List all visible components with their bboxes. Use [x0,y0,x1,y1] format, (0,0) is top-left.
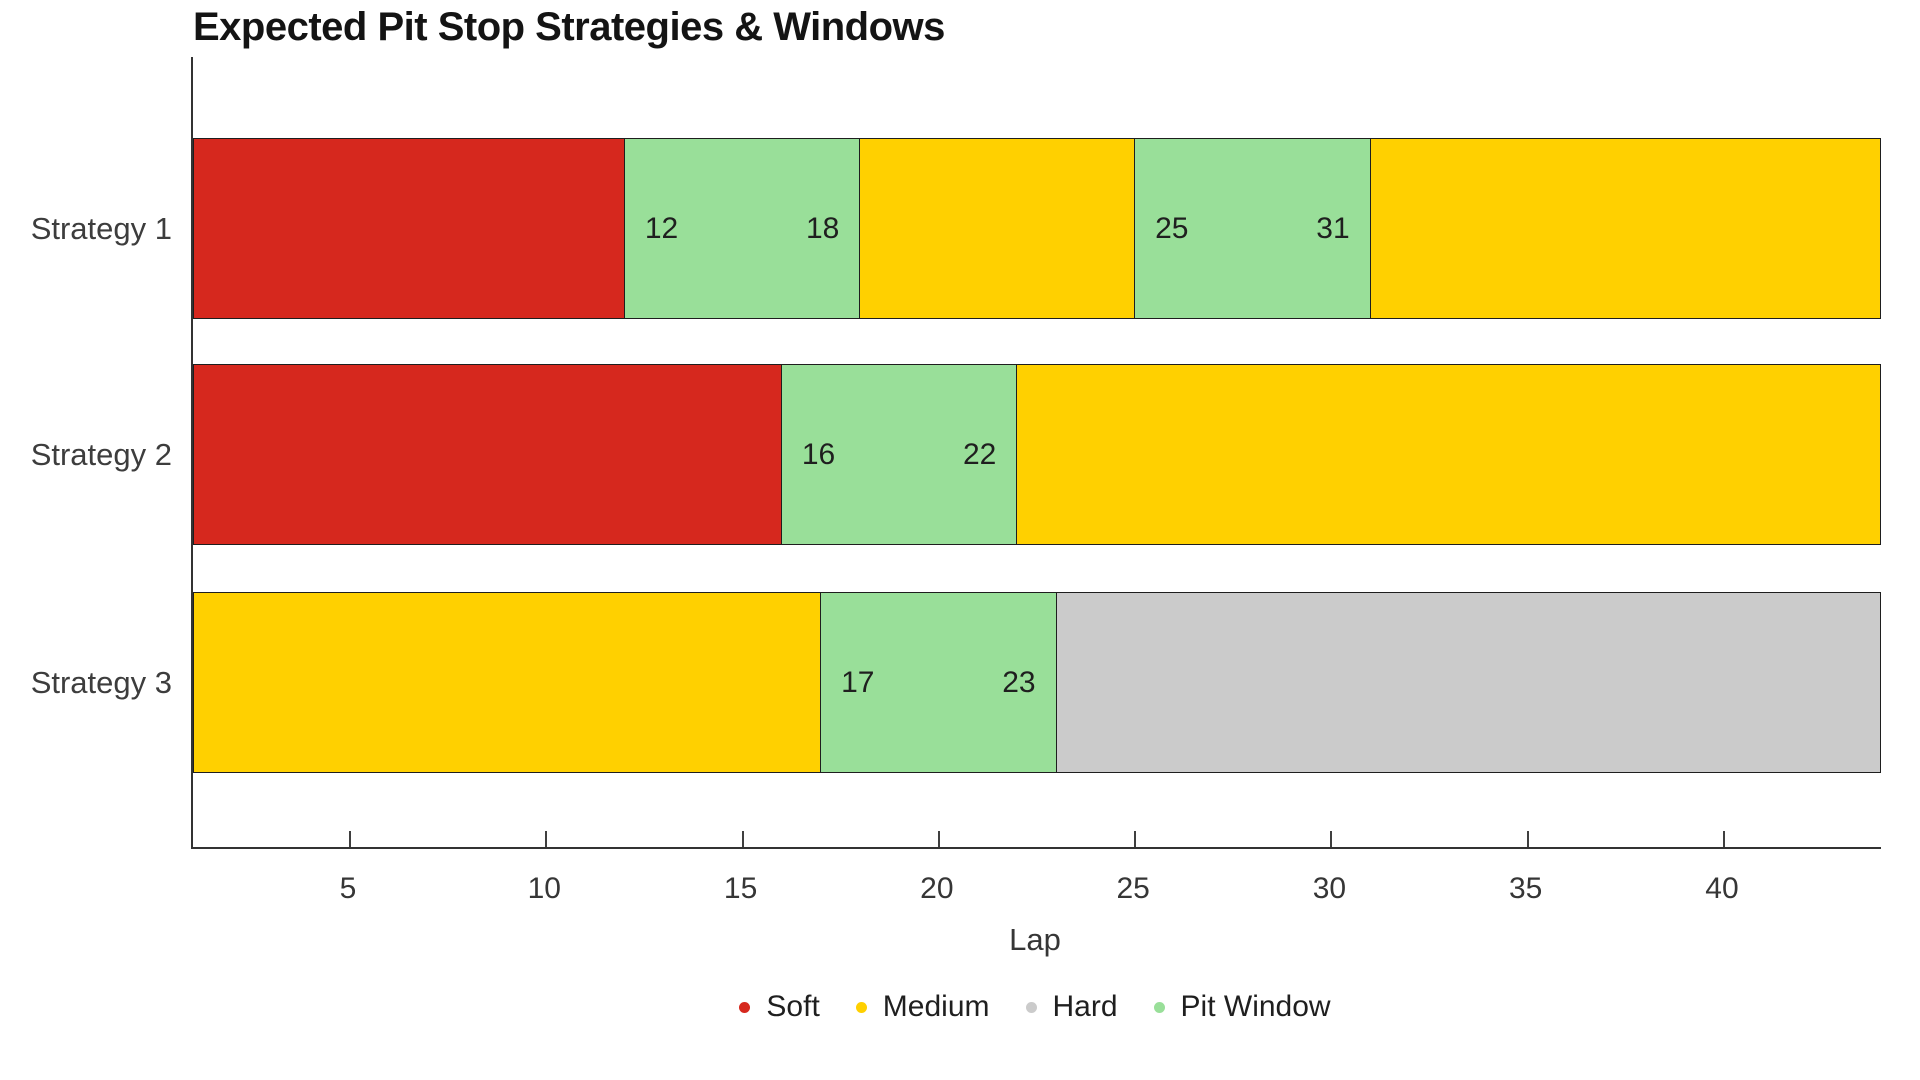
legend-label: Medium [882,990,990,1023]
legend-dot-icon [1025,1001,1037,1013]
category-label-3: Strategy 3 [30,665,172,700]
pit-window-start-label: 16 [801,437,836,471]
x-axis-ticklabels: 5 10 15 20 25 30 35 40 [191,872,1879,912]
segment-soft [193,138,625,319]
legend-item-hard: Hard [1025,990,1118,1024]
legend: Soft Medium Hard Pit Window [191,990,1879,1024]
strategy-bar-2: 16 22 [193,364,1881,545]
pit-window-end-label: 31 [1316,211,1350,245]
segment-hard [1056,592,1881,773]
x-tickmark-15 [741,831,744,847]
segment-pit-window: 17 23 [821,592,1057,773]
x-tickmark-5 [349,831,352,847]
x-tickmark-40 [1722,831,1725,847]
x-ticklabel-10: 10 [527,872,561,905]
legend-dot-icon [739,1001,751,1013]
strategy-bar-1: 12 18 25 31 [193,138,1881,319]
category-label-1: Strategy 1 [30,211,172,246]
legend-label: Hard [1052,990,1118,1023]
legend-dot-icon [1153,1001,1165,1013]
legend-dot-icon [855,1001,867,1013]
x-tickmark-30 [1330,831,1333,847]
pit-window-start-label: 25 [1155,211,1189,245]
pit-window-start-label: 12 [644,211,679,245]
chart-title: Expected Pit Stop Strategies & Windows [193,5,945,49]
x-ticklabel-15: 15 [723,872,758,905]
legend-label: Pit Window [1180,990,1331,1023]
segment-pit-window: 25 31 [1135,138,1371,319]
pit-window-end-label: 22 [962,437,997,471]
segment-medium [193,592,822,773]
x-ticklabel-40: 40 [1705,872,1739,905]
pit-window-start-label: 17 [841,665,875,699]
legend-item-medium: Medium [855,990,990,1024]
category-label-2: Strategy 2 [30,437,172,472]
x-ticklabel-20: 20 [920,872,954,905]
segment-medium [1017,364,1881,545]
x-ticklabel-30: 30 [1312,872,1347,905]
segment-medium [1370,138,1881,319]
segment-pit-window: 12 18 [624,138,861,319]
legend-item-soft: Soft [739,990,820,1024]
x-ticklabel-25: 25 [1116,872,1150,905]
segment-medium [860,138,1136,319]
segment-soft [193,364,782,545]
x-ticklabel-35: 35 [1509,872,1543,905]
x-tickmark-25 [1134,831,1137,847]
legend-item-pit-window: Pit Window [1153,990,1331,1024]
x-tickmark-10 [545,831,548,847]
pit-window-end-label: 18 [805,211,840,245]
strategy-bar-3: 17 23 [193,592,1881,773]
pit-window-end-label: 23 [1002,665,1036,699]
x-tickmark-35 [1526,831,1529,847]
x-ticklabel-5: 5 [339,872,357,905]
legend-label: Soft [766,990,820,1023]
plot-area: 12 18 25 31 16 22 17 23 [191,57,1881,849]
x-tickmark-20 [937,831,940,847]
segment-pit-window: 16 22 [781,364,1018,545]
x-axis-title: Lap [1009,922,1061,957]
